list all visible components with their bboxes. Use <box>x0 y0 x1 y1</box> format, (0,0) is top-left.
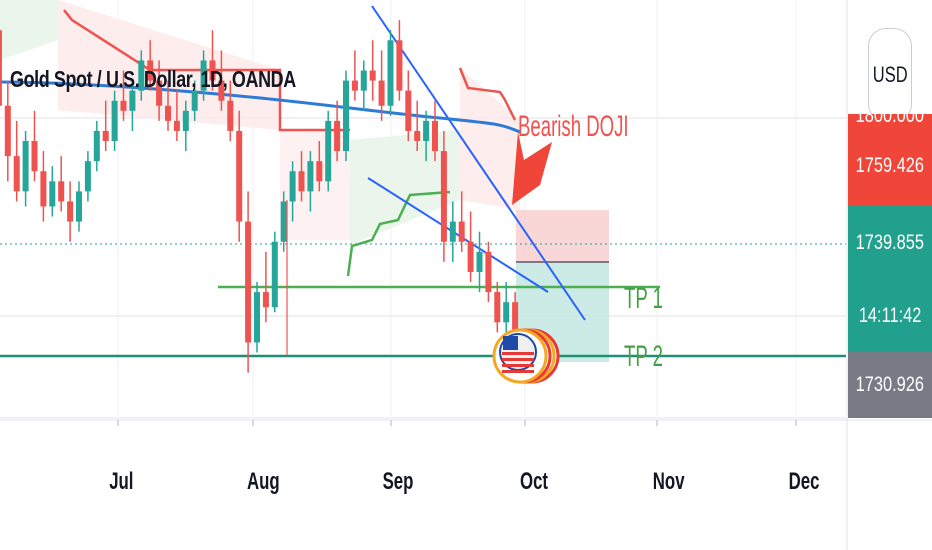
moving-average-path <box>0 80 521 134</box>
bear-zone-3 <box>460 68 520 210</box>
candle-body-down <box>334 120 341 152</box>
candle-body-down <box>40 171 47 207</box>
flag-canton <box>503 336 518 350</box>
x-tick-oct: Oct <box>520 468 549 495</box>
moving-average-line <box>0 80 521 134</box>
flag-stripe <box>502 364 534 367</box>
candle-body-up <box>22 141 29 192</box>
bear-zone-2 <box>280 130 350 240</box>
x-tick-jul: Jul <box>109 468 134 495</box>
flag-stripe <box>502 352 534 355</box>
candle-body-up <box>423 120 430 142</box>
candle-body-up <box>289 171 296 202</box>
candle-body-down <box>378 80 385 106</box>
bearish-arrow <box>512 132 552 205</box>
x-tick-dec: Dec <box>788 468 820 495</box>
candle-body-down <box>298 171 305 192</box>
candle-body-up <box>280 201 287 242</box>
candle-body-down <box>209 60 216 81</box>
supertrend-red-line-2 <box>458 67 517 121</box>
candle-body-down <box>173 120 180 131</box>
candlestick-series <box>0 20 519 373</box>
candle-body-up <box>76 191 82 222</box>
x-axis <box>117 420 797 426</box>
tp1-label: TP 1 <box>624 282 663 315</box>
us-event-badge <box>492 328 560 384</box>
candle-body-up <box>449 221 456 242</box>
candle-body-down <box>485 251 492 293</box>
candle-body-down <box>369 70 376 81</box>
candle-body-down <box>414 130 421 142</box>
flag-stripe <box>502 370 534 373</box>
bear-zone-1 <box>58 0 280 130</box>
candle-body-down <box>440 151 447 242</box>
bull-zone-left <box>0 0 58 60</box>
price-label-lower: 1730.926 <box>848 352 932 418</box>
tp2-label: TP 2 <box>624 340 663 373</box>
upper-trendline <box>371 5 586 321</box>
candle-body-up <box>307 161 314 192</box>
symbol-title: Gold Spot / U.S. Dollar, 1D, OANDA <box>10 66 296 92</box>
candle-body-up <box>271 241 278 308</box>
candle-body-down <box>13 156 20 192</box>
candle-body-up <box>191 90 198 111</box>
countdown-label: 14:11:42 <box>848 280 932 352</box>
candle-body-down <box>227 100 234 131</box>
candle-body-down <box>58 181 65 202</box>
candle-body-up <box>387 40 394 106</box>
candle-body-down <box>316 161 323 182</box>
candle-body-down <box>432 120 438 152</box>
candle-body-down <box>120 100 127 111</box>
candle-body-down <box>218 80 225 101</box>
candle-body-down <box>351 80 358 91</box>
candle-body-up <box>254 292 260 343</box>
candle-body-up <box>360 70 367 91</box>
candle-body-up <box>325 120 332 182</box>
candle-body-down <box>245 221 252 343</box>
candle-body-down <box>262 292 269 308</box>
x-tick-sep: Sep <box>382 468 414 495</box>
candle-body-up <box>129 90 136 111</box>
candle-body-up <box>343 80 349 152</box>
bull-zone-2 <box>350 130 460 245</box>
candle-body-down <box>236 130 243 222</box>
candle-body-down <box>67 201 74 222</box>
candle-body-up <box>93 130 100 162</box>
candle-body-up <box>138 60 145 91</box>
candle-body-down <box>31 141 38 172</box>
candle-body-down <box>512 302 519 333</box>
candle-body-down <box>147 60 154 81</box>
stop-loss-zone <box>516 210 609 262</box>
x-tick-nov: Nov <box>652 468 685 495</box>
candle-body-down <box>458 221 465 242</box>
candle-body-up <box>182 110 189 131</box>
candle-body-down <box>4 105 11 157</box>
candle-body-up <box>111 100 118 142</box>
candle-body-down <box>467 241 474 272</box>
price-label-bid: 1759.426 <box>848 126 932 206</box>
candle-body-up <box>200 60 207 91</box>
candle-body-down <box>0 30 2 106</box>
overlay-layer <box>492 132 560 384</box>
currency-button[interactable]: USD <box>868 28 912 122</box>
candle-body-up <box>84 161 91 192</box>
candle-body-up <box>476 251 483 272</box>
candle-body-down <box>405 90 412 131</box>
candle-body-up <box>49 181 56 207</box>
flag-stripe <box>502 358 534 361</box>
candle-body-down <box>494 292 501 323</box>
drawing-layer <box>0 0 846 362</box>
candle-body-down <box>165 105 171 121</box>
supertrend-green-line <box>346 190 451 277</box>
lower-trendline <box>367 177 549 293</box>
candle-body-down <box>156 80 163 106</box>
candle-body-up <box>503 302 510 323</box>
bearish-doji-label: Bearish DOJI <box>518 110 629 143</box>
price-label-last: 1739.855 <box>848 206 932 280</box>
candle-body-down <box>102 130 109 142</box>
candle-body-down <box>396 40 403 91</box>
x-tick-aug: Aug <box>246 468 280 495</box>
